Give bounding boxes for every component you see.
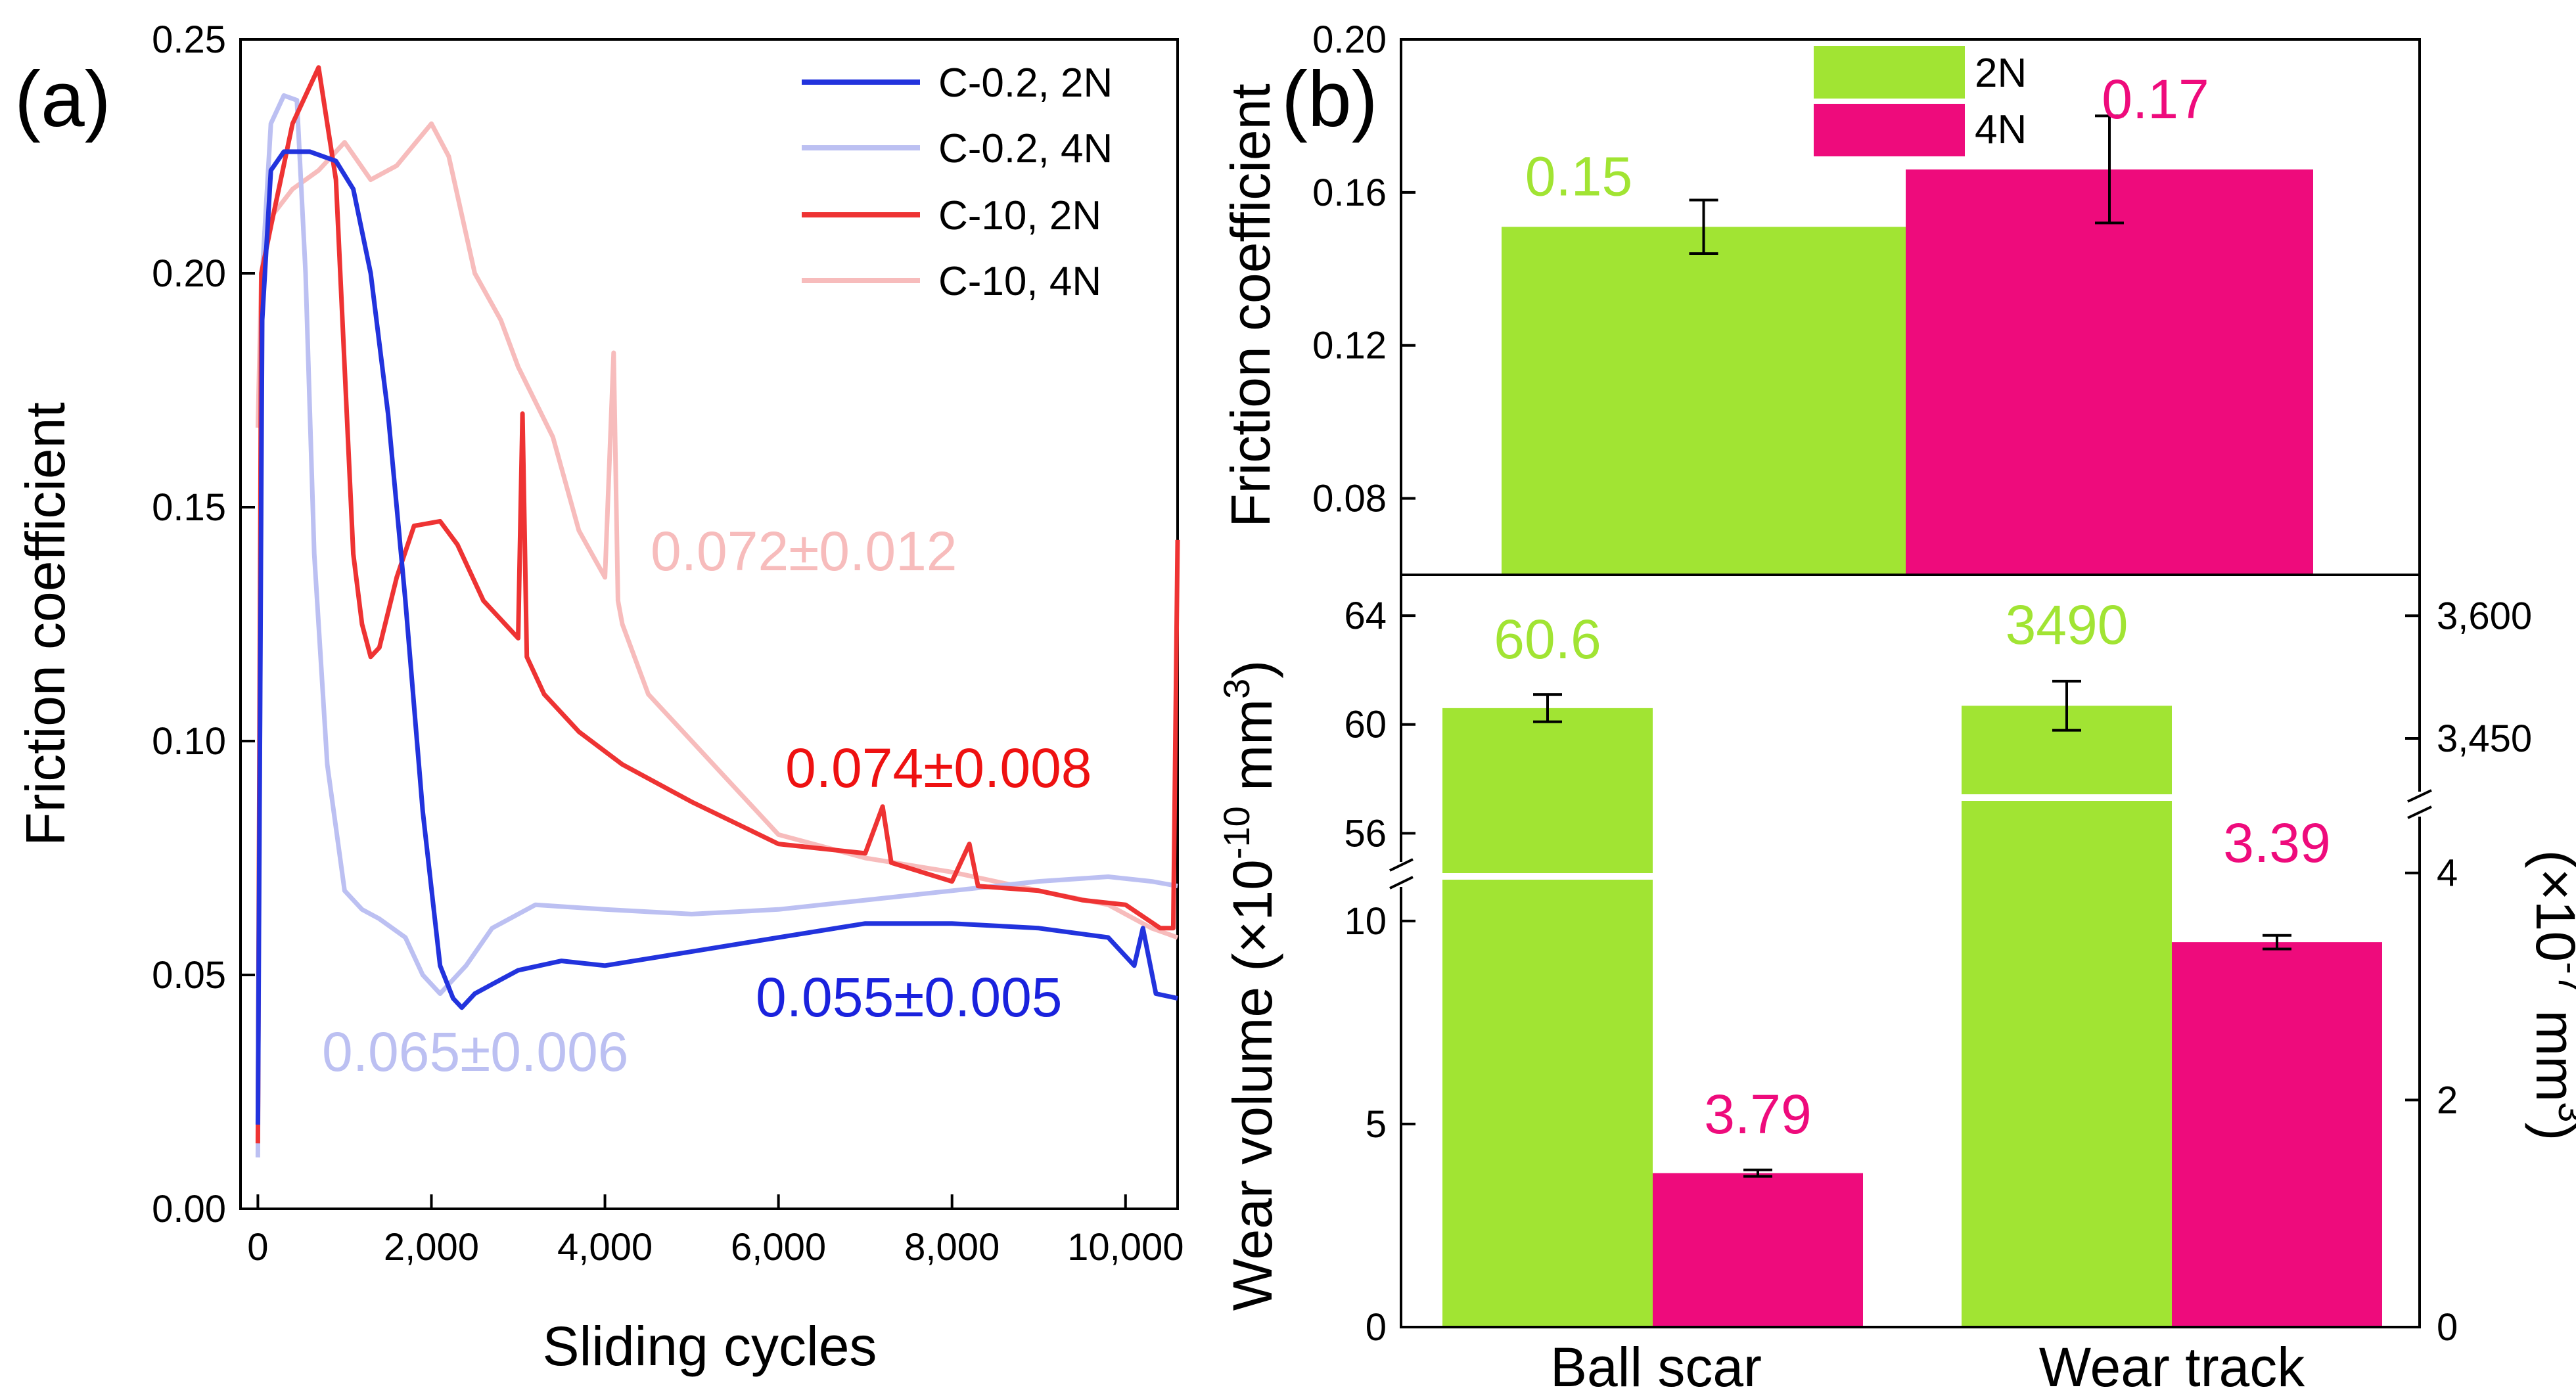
panel-b-top: (b) 0.15 0.17 0.08 0.12 0.16 0.20 Friction c… — [1220, 18, 2421, 576]
annotation-c10-2n: 0.074±0.008 — [785, 737, 1092, 799]
y-tick-label: 3,450 — [2437, 717, 2532, 760]
y-tick-label: 0.15 — [152, 486, 226, 529]
y-tick-label: 3,600 — [2437, 595, 2532, 637]
y-tick-label: 0.10 — [152, 720, 226, 763]
y-tick-label: 60 — [1344, 704, 1387, 746]
panel-a-y-axis-label: Friction coefficient — [14, 402, 76, 846]
panel-a-letter: (a) — [14, 55, 111, 143]
bar-value-label: 0.17 — [2102, 68, 2209, 130]
x-tick-label: 8,000 — [904, 1226, 1000, 1269]
bar-value-label: 0.15 — [1525, 145, 1633, 207]
panel-b-bottom-right-axis-label: (×10-7 mm3) — [2525, 850, 2576, 1141]
panel-b-top-y-ticks: 0.08 0.12 0.16 0.20 — [1312, 18, 1415, 520]
bar-value-label: 3490 — [2006, 594, 2128, 656]
series-line-c10-2n — [255, 65, 1180, 1144]
panel-b-bottom-ticks: 0 5 10 56 60 64 0 2 4 3,450 3,600 — [1344, 595, 2532, 1349]
bar-value-label: 3.39 — [2223, 812, 2331, 874]
panel-b-bottom-y-axis-label: Wear volume (×10-10 mm3) — [1216, 660, 1283, 1311]
y-tick-label: 0.00 — [152, 1188, 226, 1231]
bar-value-label: 3.79 — [1704, 1083, 1812, 1145]
y-tick-label: 0.20 — [1312, 18, 1387, 61]
panel-b-top-y-axis-label: Friction coefficient — [1220, 83, 1281, 527]
y-tick-label: 0 — [2437, 1306, 2458, 1349]
bar-friction-2n — [1502, 227, 1906, 575]
annotation-c02-4n: 0.065±0.006 — [322, 1021, 629, 1083]
legend-swatch-2n — [1814, 46, 1965, 99]
y-tick-label: 5 — [1366, 1103, 1387, 1146]
y-tick-label: 0.05 — [152, 954, 226, 997]
bar-ball-scar-2n — [1442, 708, 1653, 1327]
series-line-c02-2n — [255, 149, 1178, 1125]
annotation-c02-2n: 0.055±0.005 — [756, 966, 1063, 1028]
panel-b-top-bars: 0.15 0.17 — [1502, 68, 2313, 575]
bar-wear-track-4n — [2172, 942, 2382, 1327]
y-tick-label: 0.12 — [1312, 325, 1387, 367]
panel-b-bottom: 60.6 3.79 3490 3.39 0 5 10 56 60 64 0 2 4 3,450 3,600… — [1216, 574, 2576, 1398]
bar-ball-scar-4n — [1653, 1173, 1863, 1327]
category-label-ball-scar: Ball scar — [1550, 1336, 1762, 1398]
y-tick-label: 0.08 — [1312, 478, 1387, 520]
y-tick-label: 0.25 — [152, 18, 226, 61]
x-tick-label: 0 — [247, 1226, 268, 1269]
legend-label-c02-2n: C-0.2, 2N — [938, 60, 1113, 106]
bar-value-label: 60.6 — [1494, 608, 1601, 670]
panel-a-legend: C-0.2, 2N C-0.2, 4N C-10, 2N C-10, 4N — [802, 60, 1113, 304]
y-tick-label: 2 — [2437, 1079, 2458, 1121]
x-tick-label: 2,000 — [384, 1226, 479, 1269]
y-tick-label: 56 — [1344, 812, 1387, 855]
legend-label-4n: 4N — [1975, 107, 2027, 152]
y-tick-label: 10 — [1344, 900, 1387, 943]
x-tick-label: 10,000 — [1067, 1226, 1184, 1269]
panel-b-bottom-bars: 60.6 3.79 3490 3.39 — [1442, 594, 2382, 1327]
y-tick-label: 0 — [1366, 1306, 1387, 1349]
legend-swatch-4n — [1814, 104, 1965, 156]
x-tick-label: 4,000 — [557, 1226, 653, 1269]
axis-break-marks — [1387, 789, 2434, 890]
panel-a-y-ticks: 0.00 0.05 0.10 0.15 0.20 0.25 — [152, 18, 255, 1231]
y-tick-label: 64 — [1344, 595, 1387, 637]
y-tick-label: 4 — [2437, 852, 2458, 895]
legend-label-2n: 2N — [1975, 51, 2027, 96]
bar-wear-track-2n — [1962, 706, 2172, 1327]
category-label-wear-track: Wear track — [2039, 1336, 2306, 1398]
annotation-c10-4n: 0.072±0.012 — [651, 520, 957, 582]
panel-a-x-ticks: 0 2,000 4,000 6,000 8,000 10,000 — [247, 1194, 1184, 1269]
panel-a: (a) 0.00 0.05 0.10 0.15 0.20 0.25 0 2,000 4,000… — [14, 18, 1184, 1377]
x-tick-label: 6,000 — [731, 1226, 826, 1269]
panel-b-letter: (b) — [1281, 55, 1378, 143]
legend-label-c02-4n: C-0.2, 4N — [938, 126, 1113, 171]
series-line-c02-4n — [255, 93, 1178, 1158]
panel-b-legend: 2N 4N — [1814, 46, 2027, 156]
legend-label-c10-2n: C-10, 2N — [938, 193, 1101, 238]
bar-break-gap — [1442, 873, 1653, 880]
legend-label-c10-4n: C-10, 4N — [938, 259, 1101, 304]
bar-friction-4n — [1906, 169, 2313, 575]
panel-b-bottom-frame — [1400, 574, 2421, 1328]
y-tick-label: 0.16 — [1312, 171, 1387, 214]
bar-break-gap — [1962, 794, 2172, 801]
panel-a-series-lines — [255, 65, 1180, 1158]
y-tick-label: 0.20 — [152, 252, 226, 295]
panel-a-x-axis-label: Sliding cycles — [543, 1315, 877, 1377]
